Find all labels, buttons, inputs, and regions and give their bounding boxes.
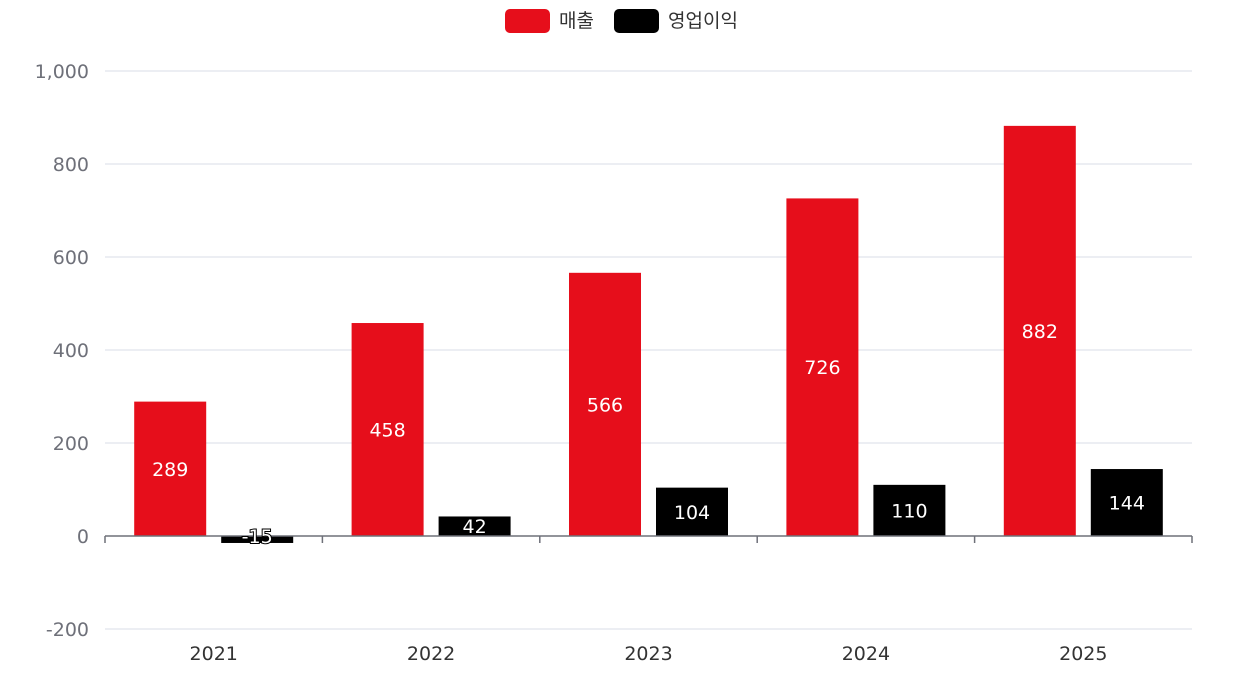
legend: 매출 영업이익 — [505, 9, 738, 33]
bar-value-label: 566 — [587, 394, 623, 416]
bar-revenue-2025[interactable] — [1003, 125, 1076, 537]
bars — [134, 125, 1163, 543]
grid-lines — [105, 70, 1192, 630]
bar-value-label: 104 — [674, 502, 710, 524]
bar-revenue-2024[interactable] — [786, 198, 859, 536]
data-labels: 289 -15 458 42 566 104 726 110 882 144 — [152, 321, 1145, 549]
y-tick-label: 1,000 — [35, 61, 89, 83]
bar-operating-profit-2025[interactable] — [1090, 469, 1163, 536]
y-tick-label: 800 — [53, 154, 89, 176]
bar-revenue-2022[interactable] — [351, 323, 424, 536]
legend-label: 매출 — [559, 10, 594, 32]
legend-swatch — [505, 9, 550, 33]
y-tick-label: 0 — [77, 526, 89, 548]
bar-value-label: 458 — [369, 420, 405, 442]
bar-value-label: 144 — [1109, 493, 1145, 515]
bar-value-label: 882 — [1022, 321, 1058, 343]
bar-operating-profit-2021[interactable] — [221, 536, 294, 543]
legend-swatch — [614, 9, 659, 33]
x-category-label: 2023 — [624, 643, 672, 665]
bar-value-label: 289 — [152, 459, 188, 481]
x-category-label: 2021 — [190, 643, 238, 665]
bar-operating-profit-2023[interactable] — [656, 487, 728, 536]
y-tick-label: 200 — [53, 433, 89, 455]
y-tick-label: -200 — [46, 619, 89, 641]
bar-operating-profit-2022[interactable] — [438, 516, 511, 536]
bar-value-label: -15 — [242, 526, 273, 548]
bar-operating-profit-2024[interactable] — [873, 484, 946, 536]
y-tick-label: 600 — [53, 247, 89, 269]
bar-value-label: 110 — [891, 500, 927, 522]
legend-item-operating-profit[interactable]: 영업이익 — [614, 9, 738, 33]
y-axis: -200 0 200 400 600 800 1,000 — [35, 61, 89, 641]
bar-revenue-2023[interactable] — [569, 272, 641, 536]
x-category-label: 2024 — [842, 643, 890, 665]
x-axis: 2021 2022 2023 2024 2025 — [104, 535, 1193, 665]
bar-value-label: 726 — [804, 357, 840, 379]
legend-item-revenue[interactable]: 매출 — [505, 9, 594, 33]
x-category-label: 2025 — [1059, 643, 1107, 665]
y-tick-label: 400 — [53, 340, 89, 362]
x-category-label: 2022 — [407, 643, 455, 665]
bar-value-label: 42 — [463, 516, 487, 538]
legend-label: 영업이익 — [668, 10, 738, 32]
bar-revenue-2021[interactable] — [134, 401, 207, 536]
